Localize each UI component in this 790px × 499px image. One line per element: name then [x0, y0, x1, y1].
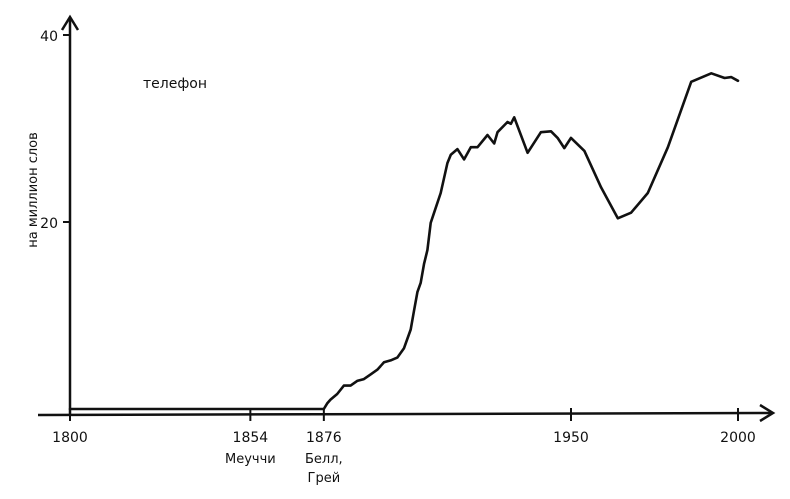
x-annotation-line2: Грей: [308, 471, 341, 486]
x-tick-label: 2000: [720, 430, 756, 446]
x-axis-arrow: [759, 403, 776, 423]
y-tick-label: 40: [40, 29, 58, 45]
x-tick-label: 1950: [553, 430, 589, 446]
x-tick-label: 1854: [233, 430, 269, 446]
series-line: [68, 72, 740, 411]
x-axis-line: [37, 411, 773, 417]
x-tick-label: 1800: [52, 430, 88, 446]
x-tick-label: 1876: [306, 430, 342, 446]
y-tick-label: 20: [40, 216, 58, 232]
series-label: телефон: [143, 76, 207, 92]
x-annotation: Меуччи: [225, 452, 276, 467]
y-axis-arrow: [60, 14, 80, 31]
y-axis-label: на миллион слов: [26, 132, 41, 248]
x-annotation: Белл,: [305, 452, 343, 467]
